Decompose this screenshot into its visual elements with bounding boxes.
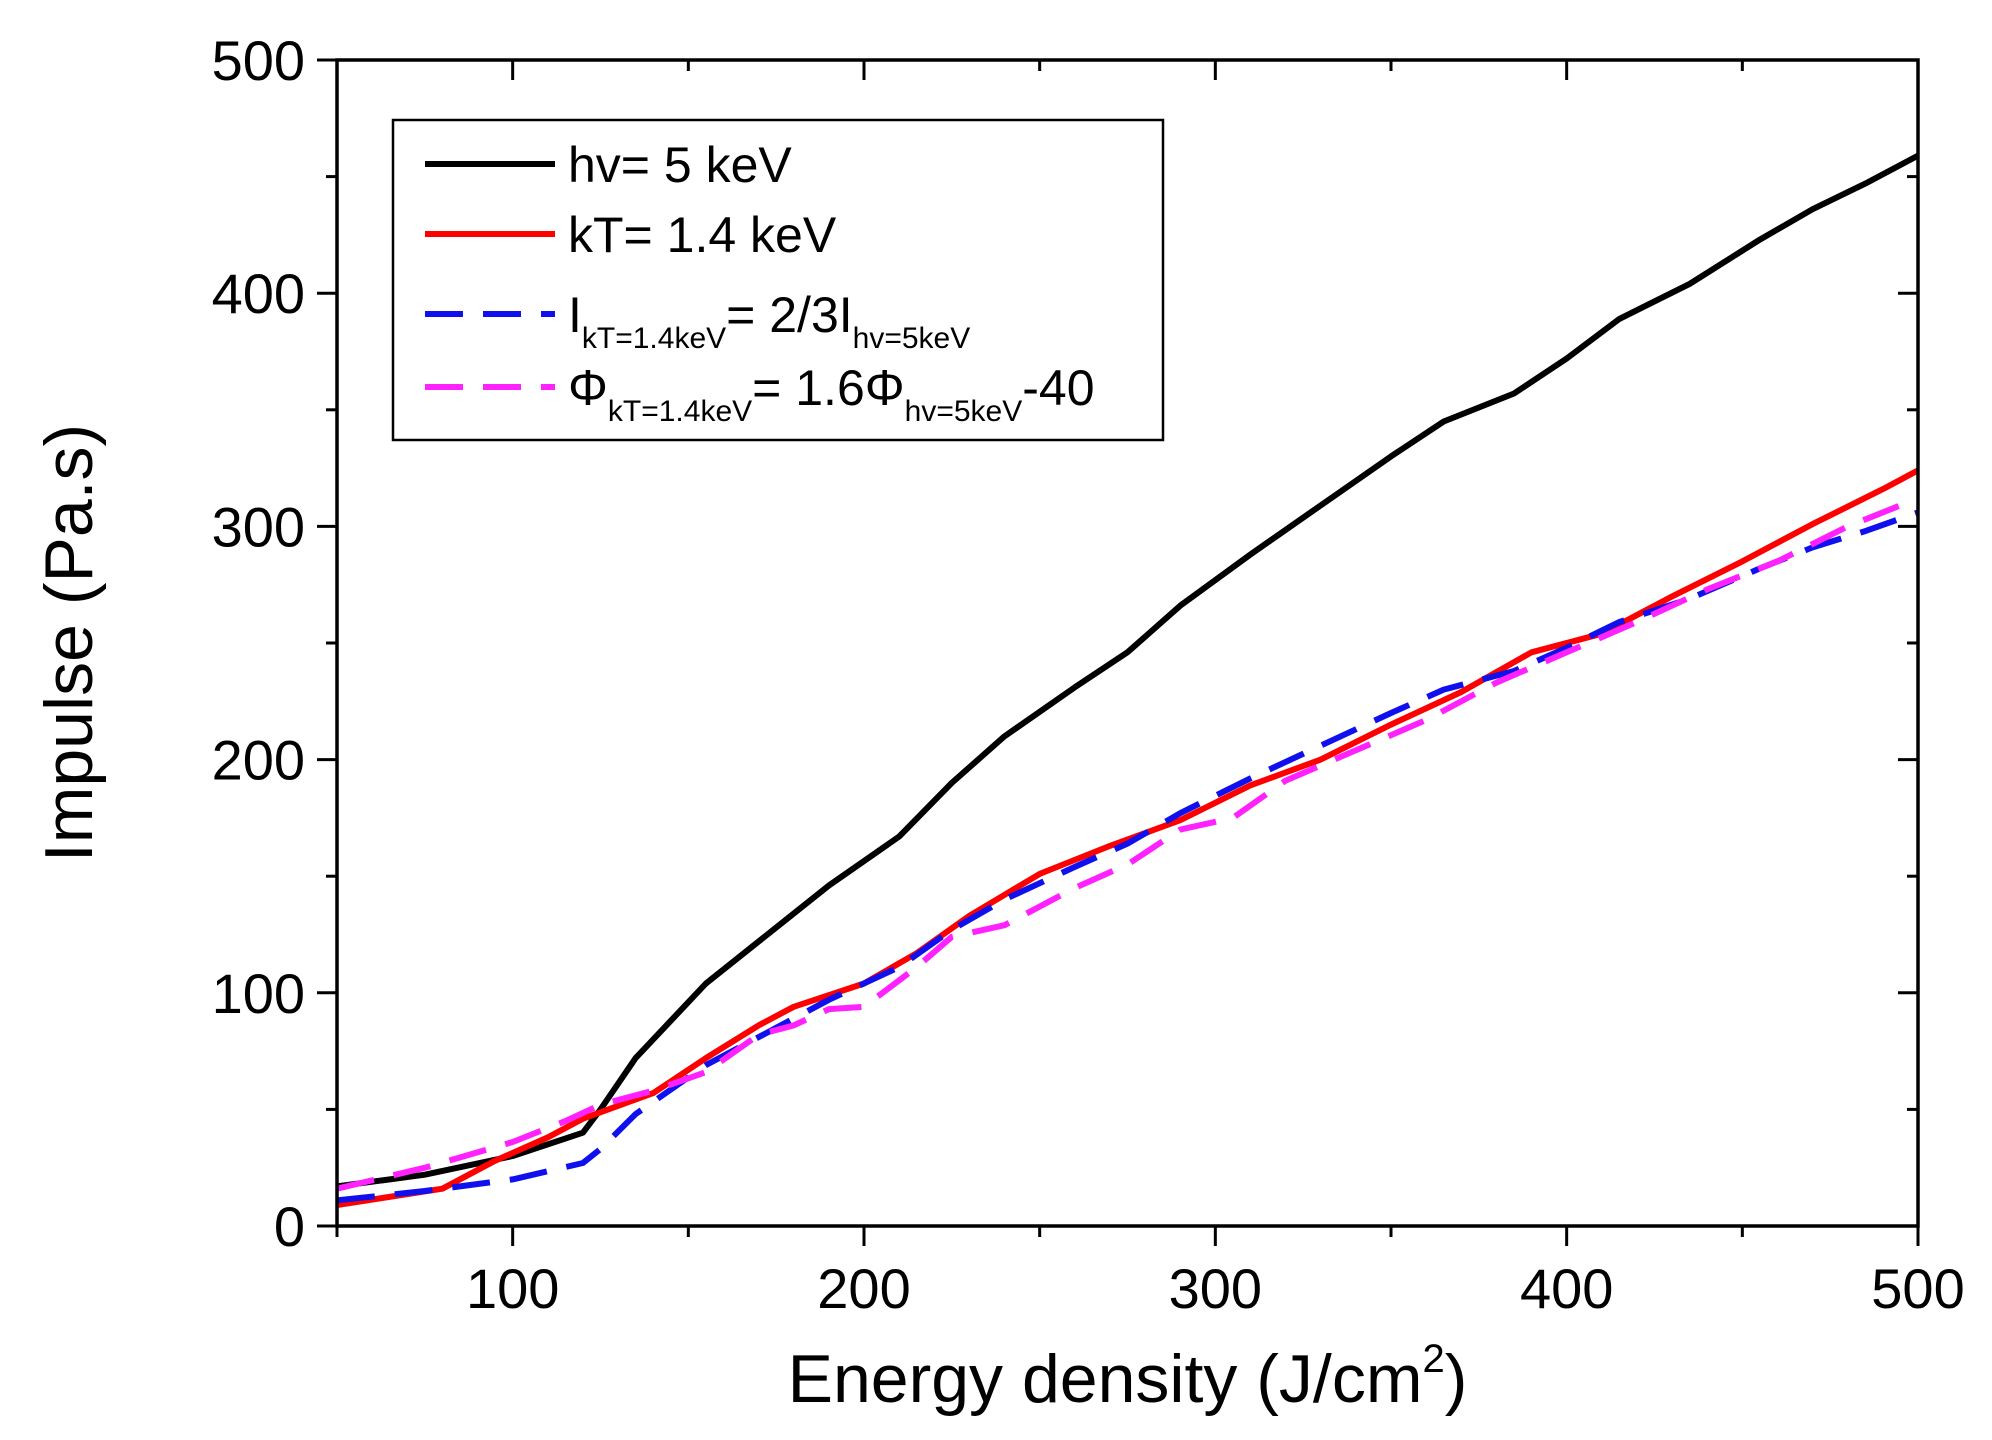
axes: 0 100 200 300 400 500 100 200 300 400 500 — [212, 29, 1965, 1320]
x-tick-label: 200 — [817, 1257, 910, 1320]
x-tick-label: 500 — [1871, 1257, 1964, 1320]
x-tick-label: 300 — [1169, 1257, 1262, 1320]
y-tick-label: 0 — [274, 1195, 305, 1258]
legend: hv= 5 keV kT= 1.4 keV IkT=1.4keV= 2/3Ihv=5… — [391, 118, 1165, 442]
legend-subscript: hv=5keV — [853, 322, 971, 355]
series-line-2 — [336, 467, 1920, 1208]
y-tick-label: 200 — [212, 729, 305, 792]
x-axis-title-sup: 2 — [1422, 1337, 1444, 1381]
plot-frame — [335, 58, 1920, 1228]
plot-border — [335, 58, 1920, 1228]
x-tick-label: 100 — [466, 1257, 559, 1320]
legend-label-4: ΦkT=1.4keV= 1.6Φhv=5keV-40 — [568, 360, 1095, 428]
x-axis-title: Energy density (J/cm2) — [788, 1337, 1468, 1417]
x-tick-label: 400 — [1520, 1257, 1613, 1320]
legend-box — [391, 118, 1165, 442]
legend-label-1: hv= 5 keV — [568, 137, 792, 193]
y-tick-label: 500 — [212, 29, 305, 92]
series-line-3 — [336, 509, 1920, 1204]
series-line-1 — [336, 152, 1920, 1190]
legend-label-2: kT= 1.4 keV — [568, 207, 837, 263]
legend-subscript: kT=1.4keV — [608, 395, 752, 428]
y-axis-title: Impulse (Pa.s) — [31, 424, 107, 862]
x-axis-title-main: Energy density (J/cm — [788, 1341, 1423, 1417]
y-tick-label: 400 — [212, 262, 305, 325]
series-line-4 — [336, 502, 1902, 1192]
x-axis-title-end: ) — [1445, 1341, 1468, 1417]
y-tick-label: 300 — [212, 495, 305, 558]
legend-subscript: kT=1.4keV — [582, 322, 726, 355]
legend-label-3: IkT=1.4keV= 2/3Ihv=5keV — [568, 287, 970, 355]
legend-subscript: hv=5keV — [905, 395, 1023, 428]
series-layer — [336, 152, 1920, 1208]
y-tick-label: 100 — [212, 962, 305, 1025]
